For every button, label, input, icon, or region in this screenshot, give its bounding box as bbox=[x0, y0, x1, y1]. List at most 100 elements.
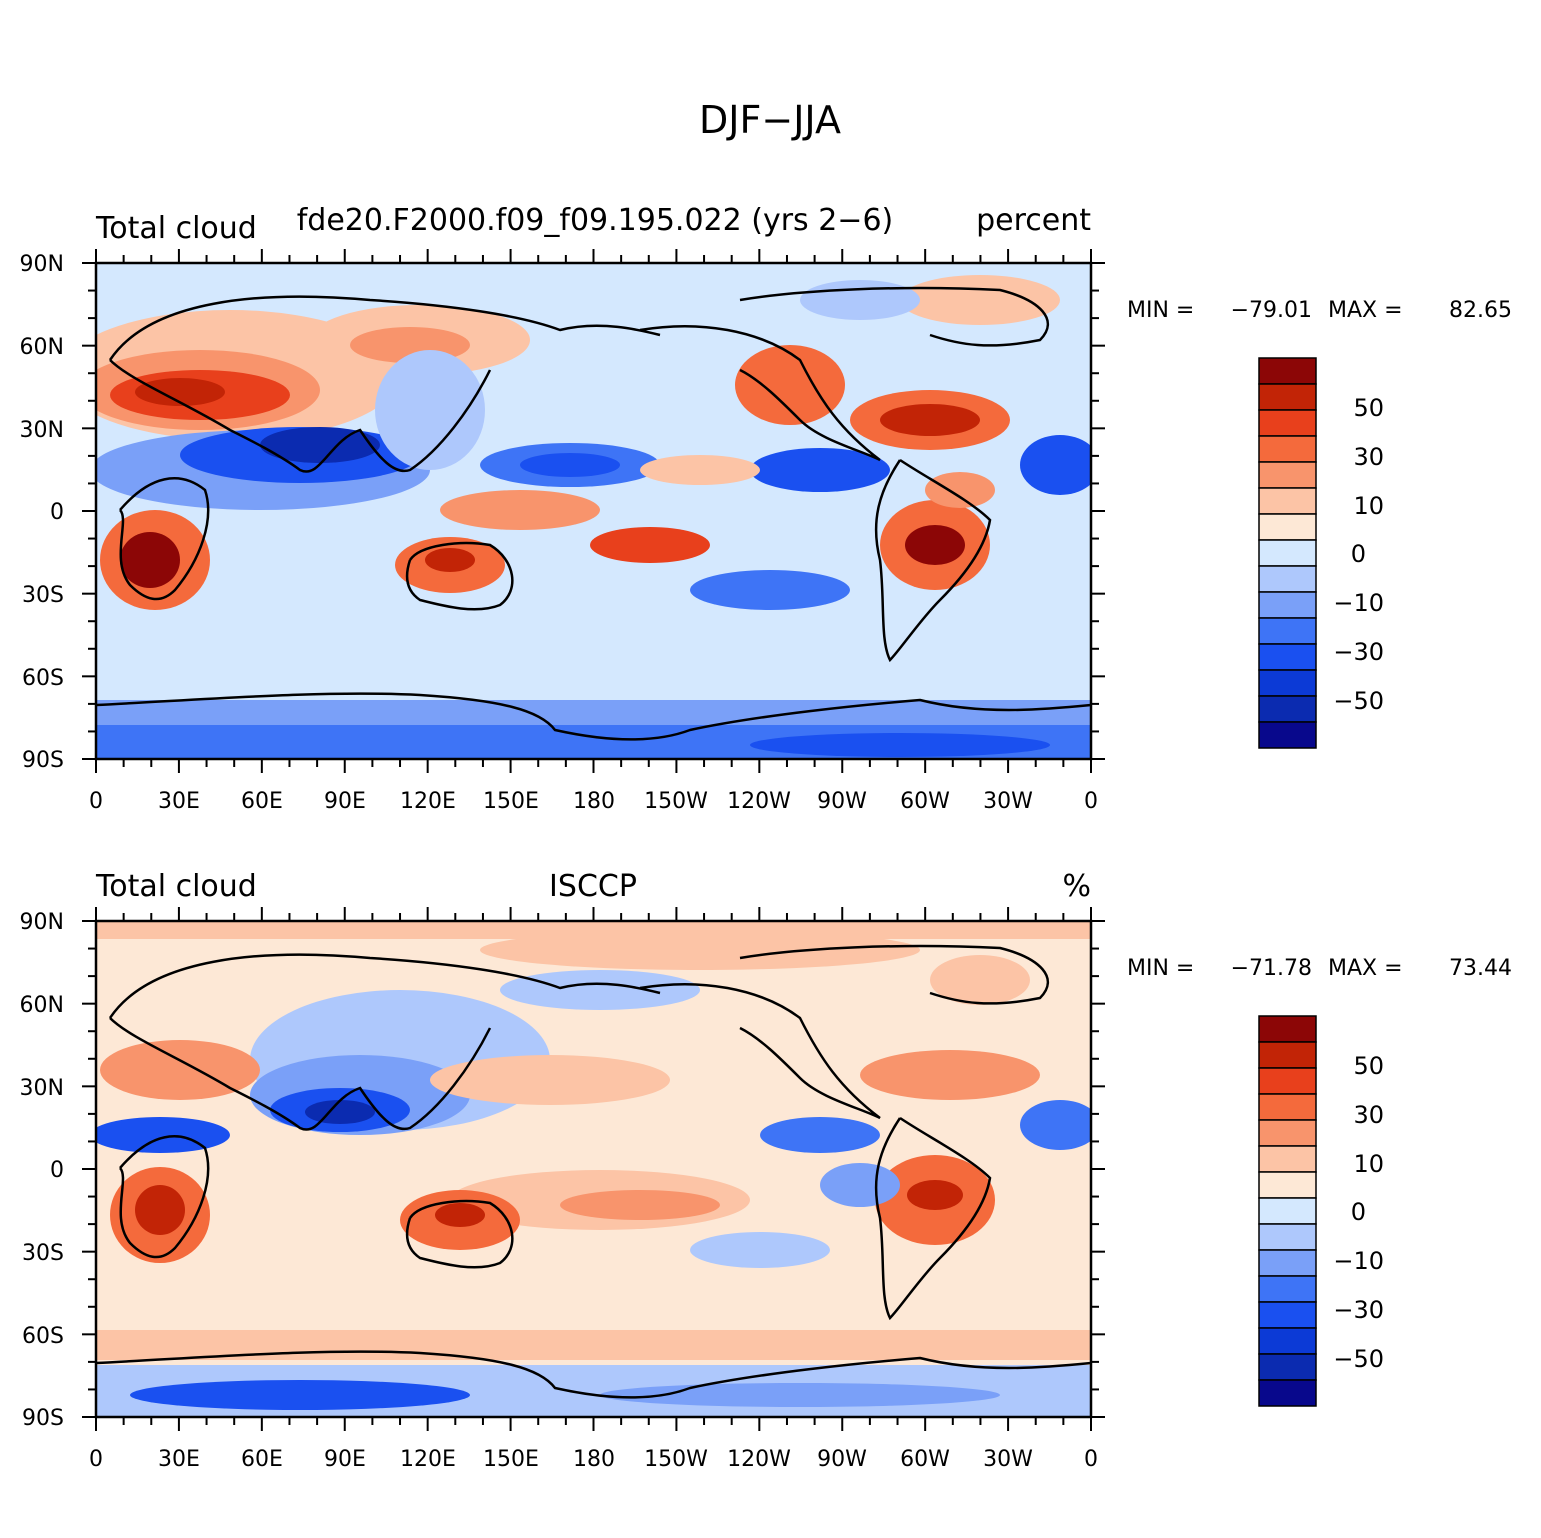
lat-tick-label: 30S bbox=[22, 583, 64, 608]
colorbar-box bbox=[1258, 1067, 1317, 1095]
colorbar-label: −10 bbox=[1333, 589, 1384, 617]
colorbar-box bbox=[1258, 565, 1317, 593]
lon-tick-label: 0 bbox=[1084, 789, 1098, 814]
lat-axis: 90N 60N 30N 0 30S 60S 90S bbox=[20, 252, 64, 773]
colorbar-box bbox=[1258, 1171, 1317, 1199]
lat-tick-label: 60N bbox=[20, 993, 64, 1018]
colorbar-box bbox=[1258, 1015, 1317, 1043]
colorbar-label: 30 bbox=[1353, 443, 1384, 471]
colorbar-box bbox=[1258, 617, 1317, 645]
lat-tick-label: 90N bbox=[20, 252, 64, 277]
panel-left-title: Total cloud bbox=[95, 869, 257, 904]
colorbar-label: −30 bbox=[1333, 1296, 1384, 1324]
colorbar-box bbox=[1258, 1145, 1317, 1173]
min-value: −79.01 bbox=[1231, 298, 1312, 323]
colorbar bbox=[1258, 357, 1317, 749]
lon-tick-label: 180 bbox=[573, 789, 615, 814]
colorbar-label: 50 bbox=[1353, 1052, 1384, 1080]
min-label: MIN = bbox=[1127, 298, 1194, 323]
main-title: DJF−JJA bbox=[699, 98, 841, 142]
map-ticks bbox=[82, 907, 1105, 1431]
colorbar-box bbox=[1258, 695, 1317, 723]
lon-tick-label: 60W bbox=[900, 1447, 950, 1472]
panel-right-title: percent bbox=[976, 203, 1091, 238]
max-label: MAX = bbox=[1328, 956, 1403, 981]
colorbar-label: 0 bbox=[1351, 1198, 1366, 1226]
colorbar-box bbox=[1258, 643, 1317, 671]
panel-left-title: Total cloud bbox=[95, 211, 257, 246]
lon-tick-label: 0 bbox=[89, 789, 103, 814]
colorbar-box bbox=[1258, 1327, 1317, 1355]
lon-axis: 0 30E 60E 90E 120E 150E 180 150W 120W 90… bbox=[89, 1447, 1098, 1472]
colorbar-box bbox=[1258, 1119, 1317, 1147]
coastlines bbox=[96, 286, 1091, 741]
lon-tick-label: 180 bbox=[573, 1447, 615, 1472]
colorbar-box bbox=[1258, 513, 1317, 541]
lon-tick-label: 90W bbox=[817, 1447, 867, 1472]
lon-tick-label: 150W bbox=[644, 1447, 708, 1472]
panel-center-title: ISCCP bbox=[549, 869, 637, 904]
colorbar-labels: 50 30 10 0 −10 −30 −50 bbox=[1333, 394, 1384, 715]
lat-tick-label: 30S bbox=[22, 1241, 64, 1266]
lon-tick-label: 0 bbox=[89, 1447, 103, 1472]
colorbar-box bbox=[1258, 591, 1317, 619]
panel-observations: Total cloud ISCCP % bbox=[20, 869, 1512, 1472]
max-label: MAX = bbox=[1328, 298, 1403, 323]
max-value: 73.44 bbox=[1449, 956, 1512, 981]
lat-tick-label: 60N bbox=[20, 335, 64, 360]
lon-tick-label: 90E bbox=[324, 1447, 366, 1472]
colorbar-label: −10 bbox=[1333, 1247, 1384, 1275]
map-field bbox=[96, 263, 1091, 759]
lat-tick-label: 90S bbox=[22, 1406, 64, 1431]
map-ticks bbox=[82, 249, 1105, 773]
lat-tick-label: 60S bbox=[22, 666, 64, 691]
colorbar-labels: 50 30 10 0 −10 −30 −50 bbox=[1333, 1052, 1384, 1373]
lon-tick-label: 90W bbox=[817, 789, 867, 814]
coastlines bbox=[96, 944, 1091, 1399]
lon-tick-label: 150E bbox=[483, 789, 539, 814]
max-value: 82.65 bbox=[1449, 298, 1512, 323]
panel-right-title: % bbox=[1062, 869, 1091, 904]
lon-tick-label: 60W bbox=[900, 789, 950, 814]
colorbar-label: 0 bbox=[1351, 540, 1366, 568]
min-value: −71.78 bbox=[1231, 956, 1312, 981]
colorbar-label: 10 bbox=[1353, 1150, 1384, 1178]
lon-tick-label: 90E bbox=[324, 789, 366, 814]
lon-tick-label: 30E bbox=[158, 789, 200, 814]
colorbar-box bbox=[1258, 1093, 1317, 1121]
lat-tick-label: 30N bbox=[20, 1076, 64, 1101]
colorbar-label: −50 bbox=[1333, 687, 1384, 715]
lat-tick-label: 0 bbox=[50, 1158, 64, 1183]
lon-tick-label: 120E bbox=[400, 1447, 456, 1472]
lon-tick-label: 120E bbox=[400, 789, 456, 814]
lat-axis: 90N 60N 30N 0 30S 60S 90S bbox=[20, 910, 64, 1431]
lon-tick-label: 30W bbox=[983, 1447, 1033, 1472]
lat-tick-label: 90N bbox=[20, 910, 64, 935]
colorbar-box bbox=[1258, 1249, 1317, 1277]
colorbar-label: 50 bbox=[1353, 394, 1384, 422]
colorbar-box bbox=[1258, 1301, 1317, 1329]
colorbar-box bbox=[1258, 539, 1317, 567]
lat-tick-label: 0 bbox=[50, 500, 64, 525]
colorbar-label: 10 bbox=[1353, 492, 1384, 520]
lon-tick-label: 30W bbox=[983, 789, 1033, 814]
lon-tick-label: 120W bbox=[727, 1447, 791, 1472]
colorbar-label: −50 bbox=[1333, 1345, 1384, 1373]
lat-tick-label: 90S bbox=[22, 748, 64, 773]
lon-tick-label: 30E bbox=[158, 1447, 200, 1472]
colorbar-box bbox=[1258, 1353, 1317, 1381]
lon-tick-label: 150W bbox=[644, 789, 708, 814]
colorbar-box bbox=[1258, 669, 1317, 697]
colorbar-label: −30 bbox=[1333, 638, 1384, 666]
colorbar bbox=[1258, 1015, 1317, 1407]
panel-center-title: fde20.F2000.f09_f09.195.022 (yrs 2−6) bbox=[297, 203, 893, 238]
lon-tick-label: 0 bbox=[1084, 1447, 1098, 1472]
panel-model: Total cloud fde20.F2000.f09_f09.195.022 … bbox=[20, 203, 1512, 814]
colorbar-box bbox=[1258, 1041, 1317, 1069]
lat-tick-label: 30N bbox=[20, 418, 64, 443]
min-max-stats: MIN = −71.78 MAX = 73.44 bbox=[1127, 956, 1512, 981]
colorbar-box bbox=[1258, 461, 1317, 489]
lon-tick-label: 120W bbox=[727, 789, 791, 814]
colorbar-box bbox=[1258, 487, 1317, 515]
